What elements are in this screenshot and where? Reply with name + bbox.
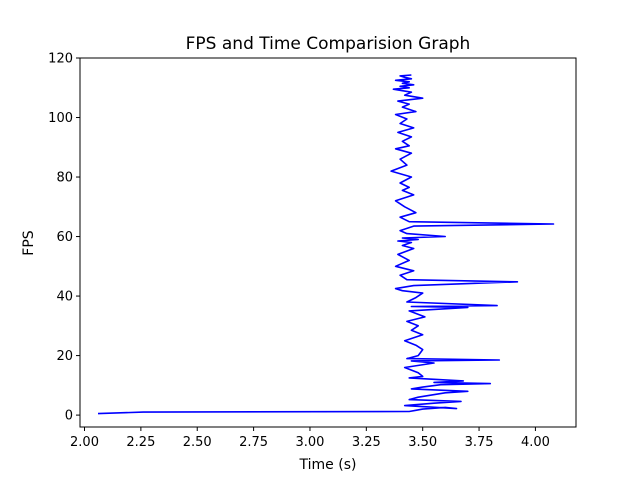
x-tick-label: 2.75 bbox=[239, 435, 268, 450]
y-tick-label: 20 bbox=[56, 349, 73, 364]
y-tick-label: 60 bbox=[56, 230, 73, 245]
plot-frame bbox=[79, 57, 577, 428]
y-tick-label: 40 bbox=[56, 290, 73, 305]
x-tick-label: 3.75 bbox=[465, 435, 494, 450]
x-axis-label: Time (s) bbox=[299, 457, 357, 473]
x-tick-label: 3.50 bbox=[408, 435, 437, 450]
y-tick-label: 0 bbox=[65, 409, 73, 424]
x-tick-label: 2.00 bbox=[70, 435, 99, 450]
y-axis-label: FPS bbox=[21, 230, 37, 255]
x-tick-label: 2.25 bbox=[126, 435, 155, 450]
series-line-0 bbox=[97, 74, 555, 415]
x-tick-label: 2.50 bbox=[183, 435, 212, 450]
y-tick-label: 100 bbox=[48, 111, 73, 126]
x-tick-label: 3.00 bbox=[295, 435, 324, 450]
chart-title: FPS and Time Comparision Graph bbox=[186, 34, 471, 54]
axis-ticks: 2.00 2.25 2.50 2.75 3.00 3.25 3.50 3.75 4.00 0 20 4… bbox=[48, 52, 550, 451]
y-tick-label: 120 bbox=[48, 52, 73, 67]
x-tick-label: 3.25 bbox=[352, 435, 381, 450]
plot-area bbox=[97, 74, 555, 415]
x-tick-label: 4.00 bbox=[521, 435, 550, 450]
y-tick-label: 80 bbox=[56, 171, 73, 186]
